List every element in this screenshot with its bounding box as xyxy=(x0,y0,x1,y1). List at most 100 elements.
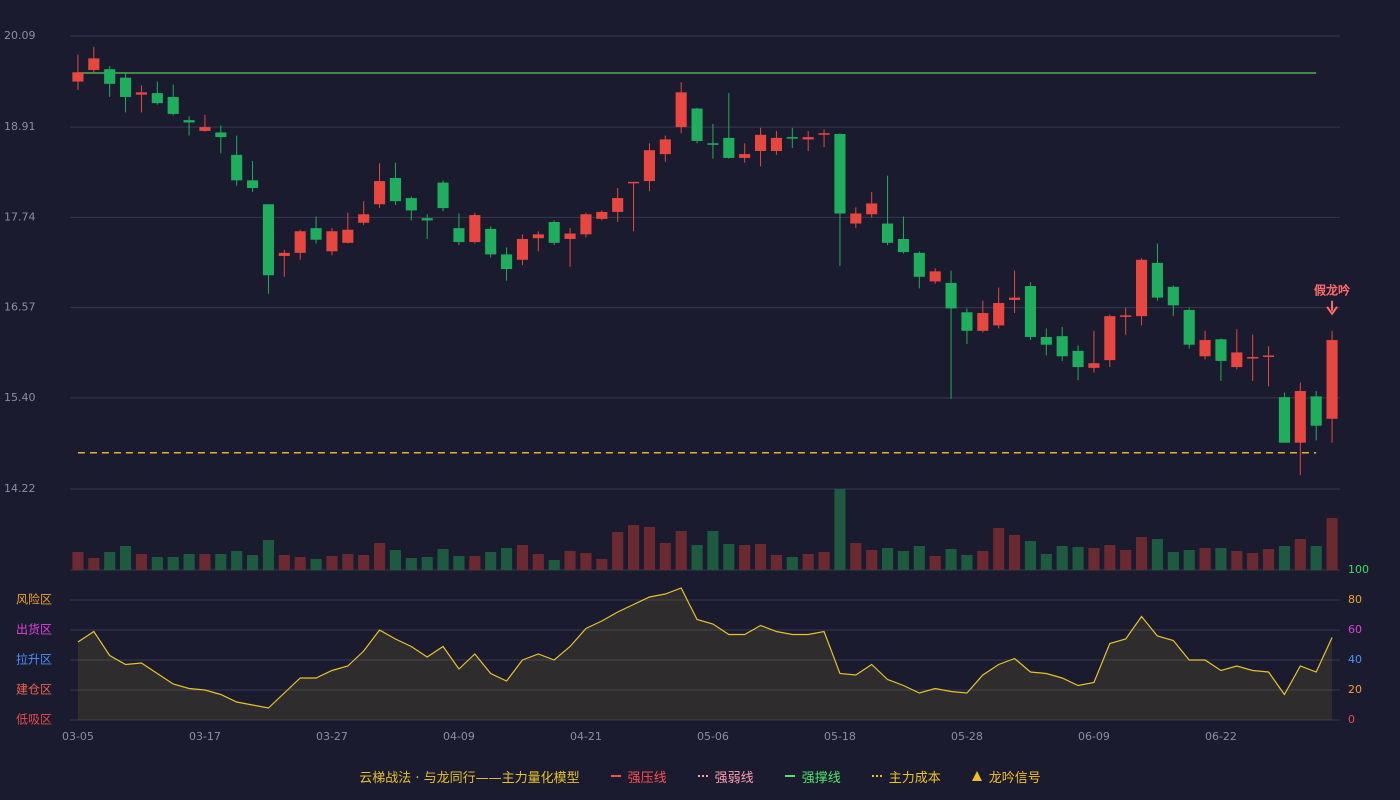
x-tick-label: 05-28 xyxy=(951,730,983,743)
y-tick-label: 20.09 xyxy=(4,29,36,42)
candle-body xyxy=(1310,396,1322,426)
candle-body xyxy=(104,69,116,84)
y-tick-label: 17.74 xyxy=(4,210,36,223)
candle-body xyxy=(977,313,989,331)
candle-body xyxy=(1294,390,1306,443)
annotation: 假龙吟 xyxy=(1314,282,1350,297)
volume-bar xyxy=(786,557,798,570)
candle-body xyxy=(1278,397,1290,443)
volume-bar xyxy=(453,556,465,570)
candle-body xyxy=(358,214,370,223)
volume-bar xyxy=(1231,551,1243,570)
x-tick-label: 06-09 xyxy=(1078,730,1110,743)
legend-label: 强压线 xyxy=(627,770,667,786)
candle-body xyxy=(897,238,909,253)
volume-bar xyxy=(1072,547,1084,570)
legend-item: 强弱线 xyxy=(697,767,754,786)
y-tick-label: 14.22 xyxy=(4,482,36,495)
x-tick-label: 05-06 xyxy=(697,730,729,743)
candle-body xyxy=(469,215,481,243)
volume-bar xyxy=(310,559,322,570)
y-tick-label: 15.40 xyxy=(4,391,36,404)
volume-bar xyxy=(358,555,370,570)
candle-body xyxy=(374,181,386,205)
candle-body xyxy=(421,218,433,221)
chart: 20.09 18.91 17.74 16.57 15.40 14.22 0 20 40 60 80 1… xyxy=(4,29,1369,743)
candle-body xyxy=(294,231,306,253)
candle-body xyxy=(675,92,687,128)
legend-label: 强撑线 xyxy=(801,770,841,786)
candle-body xyxy=(548,221,560,243)
candle-body xyxy=(1088,363,1100,368)
candle-body xyxy=(1024,286,1036,337)
volume-bar xyxy=(262,540,274,570)
candle-body xyxy=(913,252,925,277)
y-tick-label: 0 xyxy=(1348,713,1355,726)
candle-body xyxy=(135,92,147,95)
volume-bar xyxy=(342,554,354,570)
x-tick-label: 05-18 xyxy=(824,730,856,743)
zone-label: 拉升区 xyxy=(16,652,52,667)
volume-bar xyxy=(897,551,909,570)
legend-title: 云梯战法 · 与龙同行——主力量化模型 xyxy=(359,770,580,786)
volume-bar xyxy=(882,548,894,570)
candle-body xyxy=(389,177,401,202)
legend-symbol xyxy=(697,775,708,777)
volume-bar xyxy=(1278,546,1290,570)
candle-body xyxy=(850,213,862,224)
candle-body xyxy=(707,143,719,145)
y-tick-label: 80 xyxy=(1348,593,1362,606)
candle-body xyxy=(310,228,322,240)
volume-bar xyxy=(866,550,878,570)
legend-item: 强撑线 xyxy=(784,767,841,786)
legend-symbol xyxy=(971,771,982,781)
volume-bar xyxy=(659,543,671,570)
candle-body xyxy=(1167,286,1179,306)
candle-body xyxy=(405,198,417,211)
candle-body xyxy=(993,303,1005,326)
volume-bar xyxy=(643,527,655,570)
legend-symbol xyxy=(610,775,621,777)
candle-body xyxy=(231,154,243,181)
volume-bar xyxy=(183,554,195,570)
candle-body xyxy=(818,133,830,135)
candle-body xyxy=(596,211,608,219)
y-tick-label: 100 xyxy=(1348,563,1369,576)
annotation-arrow xyxy=(1326,300,1338,316)
candle-body xyxy=(580,214,592,235)
volume-bar xyxy=(1088,548,1100,570)
candle-body xyxy=(1056,336,1068,357)
legend: 云梯战法 · 与龙同行——主力量化模型 强压线 强弱线 强撑线 主力成本 龙吟信号 xyxy=(0,764,1400,788)
x-tick-label: 04-09 xyxy=(443,730,475,743)
volume-bar xyxy=(929,556,941,570)
candle-body xyxy=(945,282,957,309)
volume-bar xyxy=(612,532,624,570)
candle-body xyxy=(723,137,735,158)
volume-bar xyxy=(374,543,386,570)
candle-body xyxy=(1199,340,1211,357)
volume-bar xyxy=(1120,550,1132,570)
x-tick-label: 03-05 xyxy=(62,730,94,743)
volume-bar xyxy=(151,557,163,570)
candle-body xyxy=(516,238,528,260)
candle-body xyxy=(659,139,671,155)
candle-body xyxy=(342,229,354,243)
x-tick-label: 03-27 xyxy=(316,730,348,743)
candle-body xyxy=(1215,339,1227,361)
candle-body xyxy=(802,137,814,140)
legend-symbol xyxy=(871,775,882,777)
candle-body xyxy=(262,204,274,276)
volume-bar xyxy=(580,553,592,570)
candle-body xyxy=(961,312,973,331)
volume-bar xyxy=(1104,545,1116,570)
y-tick-label: 40 xyxy=(1348,653,1362,666)
volume-bar xyxy=(628,525,640,570)
candle-body xyxy=(1104,316,1116,361)
volume-bar xyxy=(770,555,782,570)
volume-bar xyxy=(247,555,259,570)
candle-body xyxy=(120,77,132,97)
candle-body xyxy=(1136,259,1148,317)
candle-body xyxy=(247,180,259,189)
candle-body xyxy=(866,203,878,215)
volume-bar xyxy=(215,554,227,570)
